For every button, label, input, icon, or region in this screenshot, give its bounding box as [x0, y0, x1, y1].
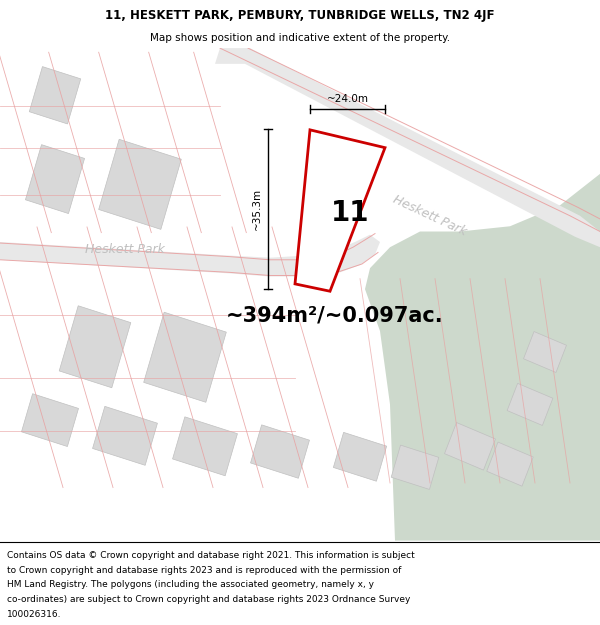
- Polygon shape: [391, 445, 439, 489]
- Text: Contains OS data © Crown copyright and database right 2021. This information is : Contains OS data © Crown copyright and d…: [7, 551, 415, 560]
- Text: 11: 11: [331, 199, 369, 227]
- Text: ~394m²/~0.097ac.: ~394m²/~0.097ac.: [226, 306, 444, 326]
- Polygon shape: [507, 383, 553, 426]
- Text: to Crown copyright and database rights 2023 and is reproduced with the permissio: to Crown copyright and database rights 2…: [7, 566, 401, 574]
- Text: Map shows position and indicative extent of the property.: Map shows position and indicative extent…: [150, 32, 450, 43]
- Text: HM Land Registry. The polygons (including the associated geometry, namely x, y: HM Land Registry. The polygons (includin…: [7, 580, 374, 589]
- Polygon shape: [445, 422, 496, 470]
- Polygon shape: [98, 139, 181, 229]
- Polygon shape: [22, 394, 79, 446]
- Text: 100026316.: 100026316.: [7, 610, 62, 619]
- Text: Heskett Park: Heskett Park: [391, 193, 469, 239]
- Polygon shape: [59, 306, 131, 388]
- Polygon shape: [92, 406, 157, 465]
- Text: co-ordinates) are subject to Crown copyright and database rights 2023 Ordnance S: co-ordinates) are subject to Crown copyr…: [7, 595, 410, 604]
- Polygon shape: [0, 234, 380, 276]
- Text: ~24.0m: ~24.0m: [326, 94, 368, 104]
- Polygon shape: [487, 442, 533, 486]
- Polygon shape: [251, 425, 310, 478]
- Polygon shape: [295, 130, 385, 291]
- Polygon shape: [524, 331, 566, 372]
- Polygon shape: [365, 48, 600, 541]
- Polygon shape: [334, 432, 386, 481]
- Polygon shape: [143, 312, 226, 402]
- Text: ~35.3m: ~35.3m: [252, 188, 262, 230]
- Polygon shape: [173, 417, 238, 476]
- Text: 11, HESKETT PARK, PEMBURY, TUNBRIDGE WELLS, TN2 4JF: 11, HESKETT PARK, PEMBURY, TUNBRIDGE WEL…: [105, 9, 495, 22]
- Polygon shape: [29, 67, 81, 124]
- Text: Heskett Park: Heskett Park: [85, 243, 165, 256]
- Polygon shape: [215, 48, 600, 248]
- Polygon shape: [25, 144, 85, 214]
